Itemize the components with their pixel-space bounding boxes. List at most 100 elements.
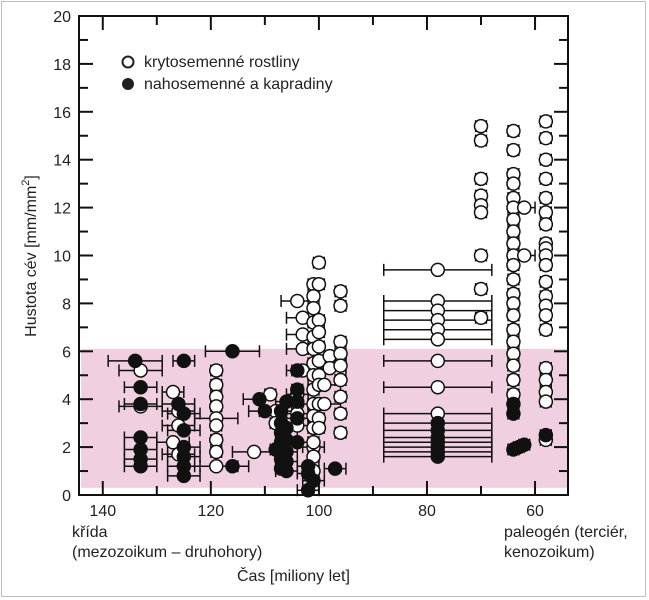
data-point-open — [538, 257, 554, 273]
data-point-filled — [176, 353, 192, 369]
data-point-filled — [279, 463, 294, 479]
y-axis: 0 2 4 6 8 10 12 14 16 18 20 — [53, 9, 568, 505]
data-point-filled — [506, 406, 521, 421]
data-point-open — [306, 435, 321, 450]
data-point-filled — [279, 420, 294, 436]
data-point-open — [516, 200, 532, 215]
data-point-filled — [306, 473, 321, 488]
data-point-open — [333, 284, 348, 299]
data-point-open — [333, 358, 348, 373]
era-right-line1: paleogén (terciér, — [504, 524, 628, 541]
data-point-open — [506, 334, 521, 349]
data-point-open — [473, 133, 489, 148]
data-point-open — [538, 171, 554, 187]
data-point-open — [473, 205, 489, 220]
data-point-filled — [176, 423, 192, 438]
data-point-open — [506, 257, 521, 273]
x-tick-label: 80 — [418, 503, 436, 520]
data-point-filled — [257, 403, 273, 419]
era-right-line2: kenozoikum) — [504, 544, 595, 561]
data-point-open — [506, 358, 521, 373]
data-point-open — [208, 377, 224, 393]
data-point-open — [208, 444, 224, 460]
data-point-filled — [127, 353, 143, 369]
data-point-open — [506, 346, 521, 361]
data-point-open — [473, 310, 489, 326]
data-point-open — [538, 114, 554, 129]
data-point-open — [333, 298, 348, 314]
data-point-open — [538, 322, 554, 337]
data-point-open — [333, 425, 348, 440]
x-tick-label: 120 — [197, 503, 224, 520]
data-point-open — [311, 312, 327, 328]
data-point-filled — [290, 411, 305, 426]
data-point-open — [333, 372, 348, 388]
era-left-line1: křída — [72, 524, 108, 541]
data-point-open — [473, 281, 489, 297]
data-point-open — [317, 396, 332, 412]
data-point-open — [333, 334, 348, 349]
data-point-open — [290, 293, 305, 309]
data-point-filled — [133, 430, 148, 445]
data-point-open — [538, 360, 554, 376]
era-left-line2: (mezozoikum – druhohory) — [72, 544, 263, 561]
data-point-filled — [290, 382, 305, 397]
data-point-open — [311, 339, 327, 354]
data-point-open — [538, 217, 554, 232]
y-tick-label: 18 — [53, 57, 71, 74]
data-point-filled — [538, 427, 554, 443]
data-point-open — [311, 255, 327, 270]
x-axis-label: Čas [miliony let] — [237, 568, 350, 585]
legend-open-circle-icon — [121, 55, 135, 69]
series-nahosemenne — [127, 344, 554, 498]
y-tick-label: 0 — [62, 488, 71, 505]
y-axis-label: Hustota cév [mm/mm2] — [20, 175, 40, 337]
legend-filled-circle-icon — [122, 78, 134, 90]
data-point-open — [311, 324, 327, 340]
y-tick-label: 2 — [62, 440, 71, 457]
data-point-open — [165, 384, 181, 400]
data-point-open — [538, 308, 554, 323]
data-point-filled — [430, 449, 446, 464]
data-point-open — [506, 176, 521, 191]
data-point-open — [506, 296, 521, 311]
y-tick-label: 14 — [53, 153, 71, 170]
data-point-open — [208, 399, 224, 414]
y-tick-label: 12 — [53, 201, 71, 218]
data-point-open — [506, 123, 521, 139]
data-point-open — [538, 130, 554, 146]
data-point-open — [473, 118, 489, 134]
data-point-filled — [327, 461, 343, 476]
data-point-open — [430, 332, 446, 347]
data-point-open — [506, 142, 521, 158]
data-point-open — [208, 459, 224, 474]
data-point-filled — [225, 459, 240, 474]
data-point-open — [333, 406, 348, 421]
y-tick-label: 8 — [62, 296, 71, 313]
data-point-open — [333, 389, 348, 405]
y-tick-label: 10 — [53, 249, 71, 266]
data-point-open — [306, 300, 321, 316]
data-point-open — [506, 308, 521, 323]
data-point-filled — [133, 459, 148, 474]
data-point-open — [311, 420, 327, 436]
data-point-filled — [176, 468, 192, 484]
data-point-open — [538, 152, 554, 167]
data-point-filled — [225, 344, 240, 359]
data-point-open — [538, 190, 554, 206]
data-point-filled — [516, 437, 532, 452]
x-tick-label: 100 — [306, 503, 333, 520]
data-point-filled — [133, 396, 148, 412]
legend: krytosemenné rostliny nahosemenné a kapr… — [121, 54, 333, 93]
data-point-open — [317, 377, 332, 393]
legend-label-nahosemenne: nahosemenné a kapradiny — [144, 76, 333, 93]
data-point-open — [246, 444, 262, 460]
data-point-open — [430, 353, 446, 369]
data-point-filled — [252, 391, 267, 407]
y-tick-label: 20 — [53, 9, 71, 26]
data-point-open — [430, 379, 446, 395]
data-point-open — [473, 171, 489, 187]
data-point-open — [538, 274, 554, 290]
